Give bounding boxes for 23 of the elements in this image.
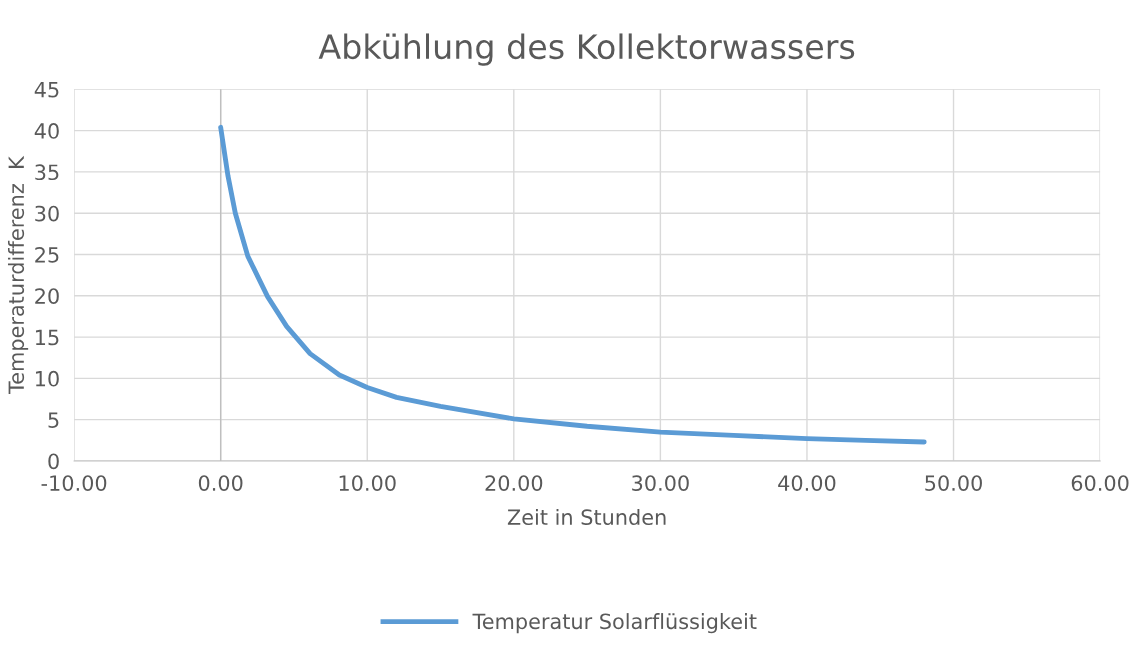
y-axis-title: Temperaturdifferenz K — [7, 155, 29, 395]
y-tick-label: 45 — [34, 82, 59, 98]
y-tick-label: 35 — [35, 164, 59, 181]
y-tick-label: 25 — [35, 246, 59, 263]
line-series — [218, 124, 927, 445]
x-tick-label: 30.00 — [632, 475, 689, 491]
x-tick-label: 0.00 — [198, 475, 243, 491]
x-tick-label: 20.00 — [485, 475, 543, 491]
y-tick-label: 5 — [48, 412, 59, 428]
x-tick-label: 10.00 — [339, 475, 396, 491]
y-tick-label: 15 — [35, 329, 59, 346]
y-tick-label: 40 — [34, 123, 59, 139]
y-tick-label: 30 — [35, 205, 59, 222]
x-tick-label: 60.00 — [1071, 475, 1129, 491]
x-tick-label: 40.00 — [778, 475, 836, 491]
x-tick-label: 50.00 — [925, 475, 982, 491]
y-tick-label: 10 — [35, 370, 59, 387]
chart-title: Abkühlung des Kollektorwassers — [318, 33, 855, 66]
y-tick-label: 0 — [48, 453, 59, 470]
x-tick-label: -10.00 — [41, 475, 107, 491]
y-tick-label: 20 — [35, 288, 59, 304]
legend-label: Temperatur Solarflüssigkeit — [472, 613, 757, 634]
x-axis-title: Zeit in Stunden — [507, 508, 666, 526]
